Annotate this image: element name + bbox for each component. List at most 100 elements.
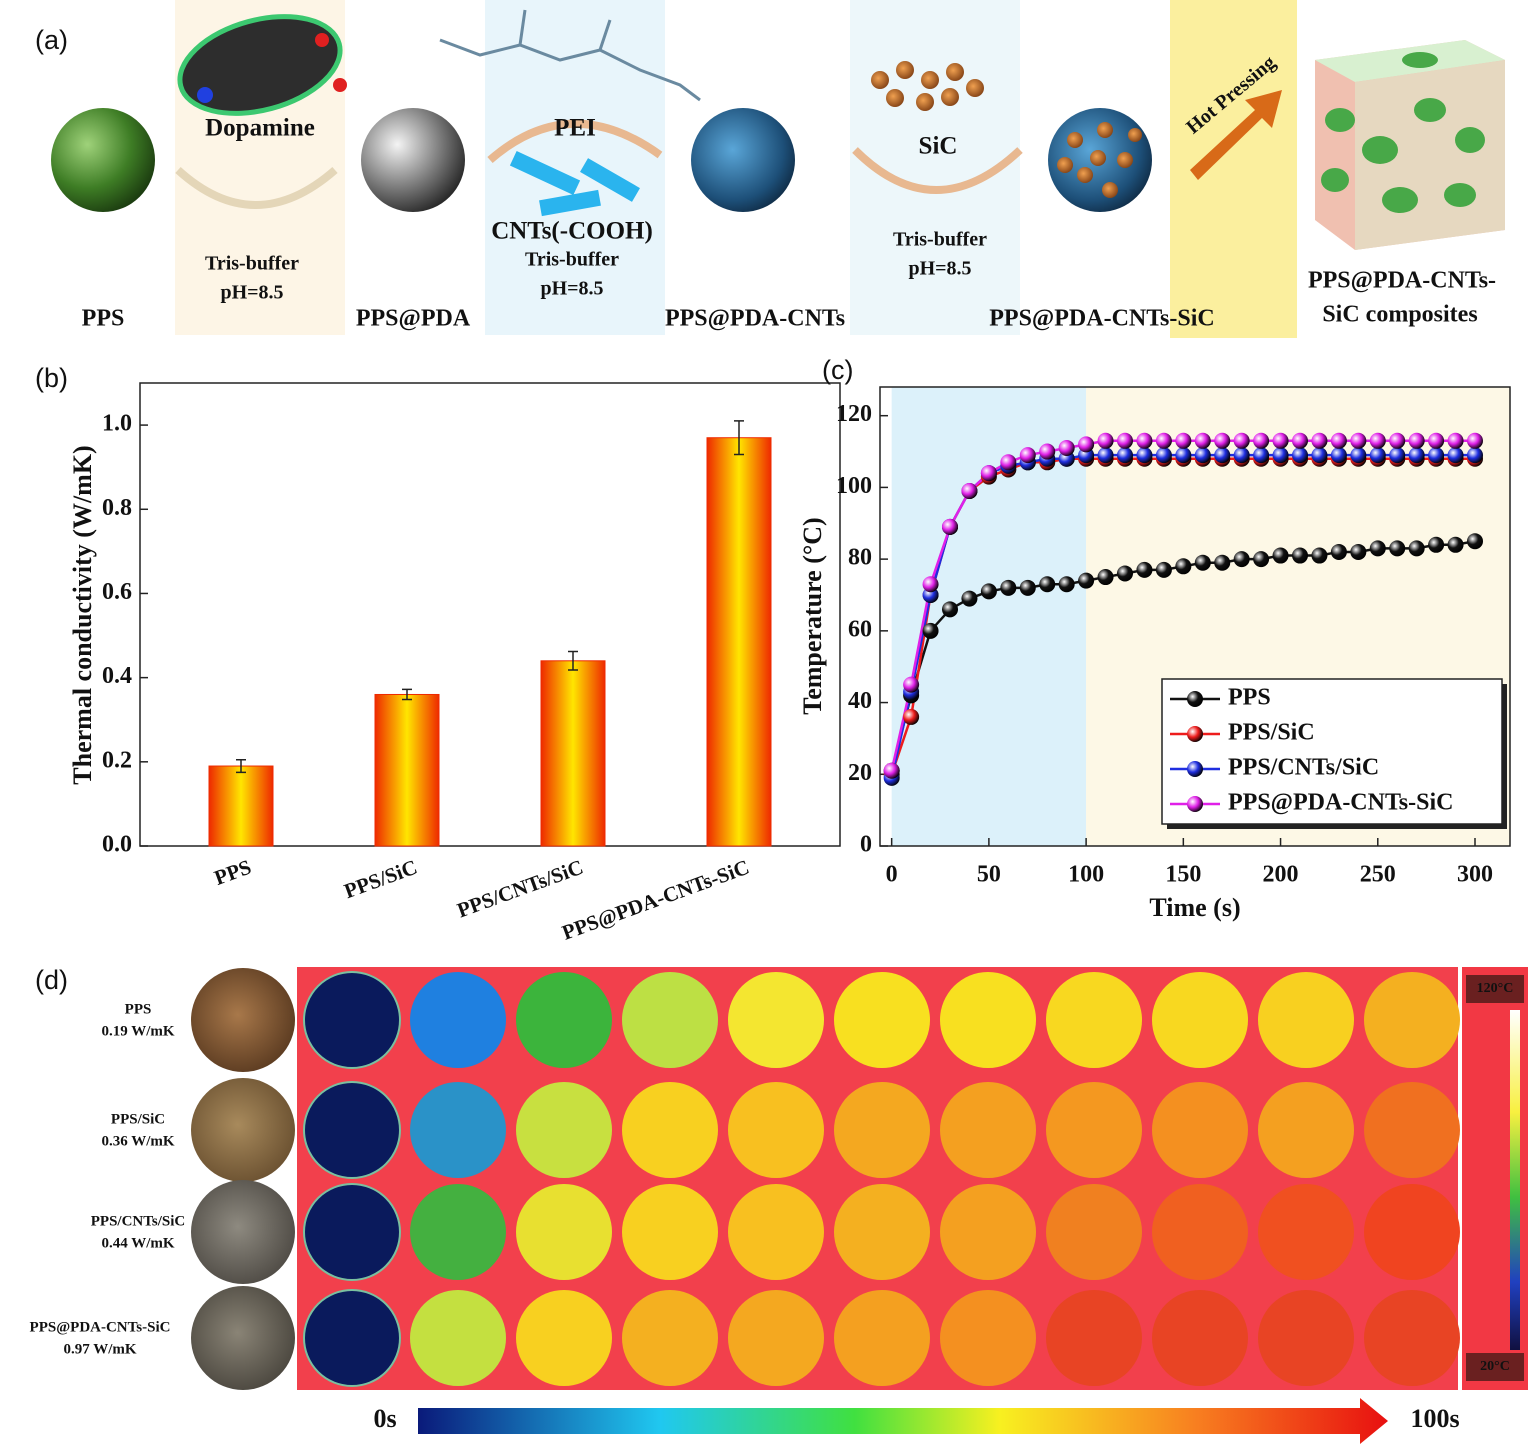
thermal-frame <box>410 972 506 1068</box>
molecule-pei <box>439 9 701 102</box>
thermal-frame <box>940 1082 1036 1178</box>
thermal-frame <box>940 972 1036 1068</box>
y-tick-label: 40 <box>848 688 872 714</box>
legend-label: PPS/SiC <box>1228 720 1315 746</box>
thermal-frame <box>516 1082 612 1178</box>
data-point <box>1253 432 1270 449</box>
thermal-frame <box>940 1290 1036 1386</box>
data-point <box>1408 447 1425 464</box>
data-point <box>1272 432 1289 449</box>
legend-marker <box>1187 761 1203 777</box>
thermal-frame <box>1152 1290 1248 1386</box>
thermal-frame <box>1046 1082 1142 1178</box>
data-point <box>1175 432 1192 449</box>
composite-cube <box>1315 40 1505 250</box>
thermal-frame <box>303 971 401 1069</box>
data-point <box>980 583 997 600</box>
sample-conductivity: 0.19 W/mK <box>101 1023 174 1039</box>
data-point <box>1447 432 1464 449</box>
thermal-frame <box>1258 1184 1354 1280</box>
error-bar <box>402 688 412 701</box>
shade-region <box>891 387 1087 846</box>
line-chart: (c) 0 20 40 60 80 100 120 0 50 100 150 200 250 300 Time… <box>798 355 1511 922</box>
condition: Tris-buffer <box>525 249 619 271</box>
data-point <box>1447 447 1464 464</box>
thermal-frame <box>516 972 612 1068</box>
data-point <box>1272 447 1289 464</box>
sic-particles <box>871 61 984 111</box>
y-axis-label: Temperature (°C) <box>798 517 827 714</box>
data-point <box>1097 569 1114 586</box>
y-tick-label: 80 <box>848 545 872 571</box>
data-point <box>1078 572 1095 589</box>
data-point <box>1350 432 1367 449</box>
data-point <box>961 482 978 499</box>
thermal-frame <box>516 1290 612 1386</box>
data-point <box>1292 432 1308 449</box>
sample-name: PPS@PDA-CNTs-SiC <box>30 1319 171 1335</box>
x-tick-label: 300 <box>1457 862 1493 888</box>
thermal-frame <box>940 1184 1036 1280</box>
data-point <box>1019 447 1036 464</box>
thermal-frame <box>516 1184 612 1280</box>
thermal-frame <box>1258 972 1354 1068</box>
data-point <box>1117 565 1133 582</box>
thermal-frame <box>622 1290 718 1386</box>
error-bar <box>568 650 578 671</box>
legend-label: PPS@PDA-CNTs-SiC <box>1228 790 1453 816</box>
legend-marker <box>1187 691 1203 707</box>
data-point <box>1389 540 1406 557</box>
data-point <box>1194 447 1211 464</box>
thermal-frame <box>622 1184 718 1280</box>
y-tick-label: 0.0 <box>102 832 132 858</box>
x-tick-label: 100 <box>1068 862 1104 888</box>
sample-photo <box>191 1078 295 1182</box>
thermal-frame <box>303 1081 401 1179</box>
data-point <box>1311 447 1328 464</box>
data-point <box>1175 447 1192 464</box>
thermal-frame <box>834 972 930 1068</box>
thermal-frame <box>1364 972 1460 1068</box>
data-point <box>1311 547 1328 564</box>
reagent: PEI <box>554 115 596 142</box>
data-point <box>1214 432 1231 449</box>
data-point <box>1136 447 1153 464</box>
reaction-arrows <box>175 119 1023 209</box>
x-tick-label: PPS <box>211 855 254 890</box>
data-point <box>1369 432 1386 449</box>
data-point <box>1467 432 1483 449</box>
data-point <box>1039 443 1056 460</box>
sample-photo <box>191 968 295 1072</box>
sample-conductivity: 0.97 W/mK <box>63 1341 136 1357</box>
sample-photo <box>191 1180 295 1284</box>
sample-photo <box>191 1286 295 1390</box>
thermal-frame <box>1258 1082 1354 1178</box>
data-point <box>1467 533 1483 550</box>
data-point <box>1330 432 1347 449</box>
data-point <box>1428 536 1445 553</box>
data-point <box>961 590 978 607</box>
data-point <box>1467 447 1483 464</box>
legend-label: PPS <box>1228 685 1271 711</box>
sphere-pps <box>51 108 155 212</box>
data-point <box>1233 551 1250 568</box>
panel-a: (a) <box>35 0 1505 338</box>
bar <box>374 693 440 847</box>
sample-name: PPS <box>125 1001 152 1017</box>
data-point <box>1097 432 1114 449</box>
thermal-frame <box>410 1082 506 1178</box>
sphere-sic <box>1048 108 1152 212</box>
data-point <box>1233 447 1250 464</box>
x-tick-label: 250 <box>1360 862 1396 888</box>
data-point <box>903 708 920 725</box>
sphere-pda <box>361 108 465 212</box>
product-label: PPS@PDA-CNTs- <box>1308 268 1496 294</box>
sample-name: PPS/CNTs/SiC <box>91 1213 185 1229</box>
data-point <box>1214 447 1231 464</box>
error-bar <box>734 420 744 456</box>
data-point <box>1058 439 1075 456</box>
data-point <box>1155 432 1172 449</box>
sample-conductivity: 0.44 W/mK <box>101 1235 174 1251</box>
data-point <box>1389 447 1406 464</box>
